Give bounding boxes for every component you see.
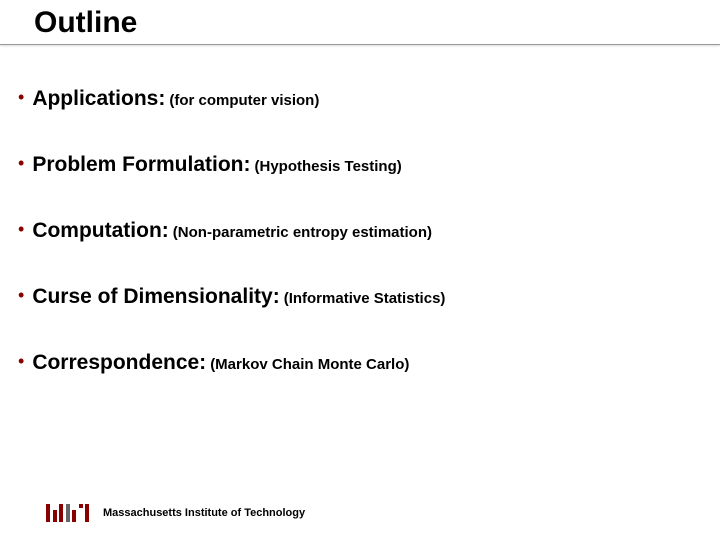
slide-title: Outline bbox=[34, 6, 720, 40]
title-bar: Outline bbox=[0, 0, 720, 45]
bullet-item: • Applications: (for computer vision) bbox=[18, 87, 720, 111]
bullet-term: Computation: bbox=[32, 219, 168, 243]
bullet-item: • Correspondence: (Markov Chain Monte Ca… bbox=[18, 351, 720, 375]
bullet-term: Curse of Dimensionality: bbox=[32, 285, 279, 309]
bullet-term: Problem Formulation: bbox=[32, 153, 250, 177]
bullet-icon: • bbox=[18, 286, 24, 304]
bullet-icon: • bbox=[18, 154, 24, 172]
footer: Massachusetts Institute of Technology bbox=[46, 504, 305, 522]
bullet-term: Applications: bbox=[32, 87, 165, 111]
footer-institution: Massachusetts Institute of Technology bbox=[103, 507, 305, 519]
bullet-subtext: (Informative Statistics) bbox=[284, 290, 446, 307]
bullet-subtext: (Non-parametric entropy estimation) bbox=[173, 224, 432, 241]
mit-logo-icon bbox=[46, 504, 89, 522]
bullet-item: • Computation: (Non-parametric entropy e… bbox=[18, 219, 720, 243]
bullet-term: Correspondence: bbox=[32, 351, 206, 375]
bullet-item: • Curse of Dimensionality: (Informative … bbox=[18, 285, 720, 309]
bullet-subtext: (Markov Chain Monte Carlo) bbox=[210, 356, 409, 373]
bullet-item: • Problem Formulation: (Hypothesis Testi… bbox=[18, 153, 720, 177]
bullet-icon: • bbox=[18, 88, 24, 106]
bullet-icon: • bbox=[18, 220, 24, 238]
bullet-subtext: (for computer vision) bbox=[169, 92, 319, 109]
bullet-icon: • bbox=[18, 352, 24, 370]
bullet-subtext: (Hypothesis Testing) bbox=[255, 158, 402, 175]
content-area: • Applications: (for computer vision) • … bbox=[0, 45, 720, 375]
